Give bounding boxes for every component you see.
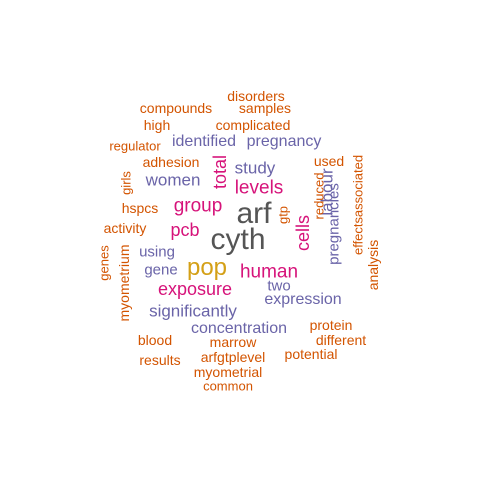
word-regulator: regulator	[109, 138, 161, 154]
word-potential: potential	[284, 346, 338, 362]
word-two: two	[267, 277, 291, 295]
word-protein: protein	[309, 317, 353, 333]
word-study: study	[234, 158, 276, 178]
word-gene: gene	[144, 261, 178, 279]
word-genes: genes	[96, 245, 112, 281]
word-cyth: cyth	[210, 223, 266, 256]
word-girls: girls	[118, 171, 134, 195]
word-reduced: reduced	[311, 172, 327, 220]
word-marrow: marrow	[209, 334, 257, 350]
word-significantly: significantly	[149, 301, 237, 321]
word-group: group	[173, 195, 223, 217]
word-pregnancy: pregnancy	[246, 133, 322, 150]
word-gtp: gtp	[275, 205, 291, 225]
word-expression: expression	[264, 291, 342, 308]
word-concentration: concentration	[190, 320, 288, 337]
word-different: different	[315, 332, 367, 348]
word-compounds: compounds	[139, 100, 213, 116]
word-arf: arf	[236, 197, 272, 230]
word-common: common	[203, 378, 253, 394]
word-total: total	[210, 154, 230, 190]
word-using: using	[139, 243, 175, 261]
word-myometrial: myometrial	[193, 364, 263, 380]
word-high: high	[143, 117, 171, 133]
word-effects: effects	[350, 216, 366, 256]
word-results: results	[139, 352, 181, 368]
word-cells: cells	[293, 214, 313, 252]
word-myometrium: myometrium	[116, 244, 132, 322]
word-adhesion: adhesion	[142, 154, 200, 170]
word-pregnancies: pregnancies	[325, 183, 343, 265]
word-used: used	[313, 153, 345, 169]
word-complicated: complicated	[215, 117, 291, 133]
word-exposure: exposure	[157, 279, 233, 299]
word-hspcs: hspcs	[121, 200, 159, 216]
word-disorders: disorders	[227, 88, 285, 104]
word-human: human	[239, 261, 299, 283]
word-analysis: analysis	[365, 239, 381, 291]
word-associated: associated	[350, 154, 366, 218]
word-pcb: pcb	[170, 220, 200, 240]
word-arfgtplevel: arfgtplevel	[200, 349, 266, 365]
word-women: women	[145, 170, 201, 190]
word-blood: blood	[137, 332, 173, 348]
word-pop: pop	[186, 254, 228, 281]
word-activity: activity	[103, 220, 147, 236]
word-samples: samples	[238, 100, 292, 116]
word-levels: levels	[234, 177, 284, 199]
word-identified: identified	[171, 133, 237, 150]
